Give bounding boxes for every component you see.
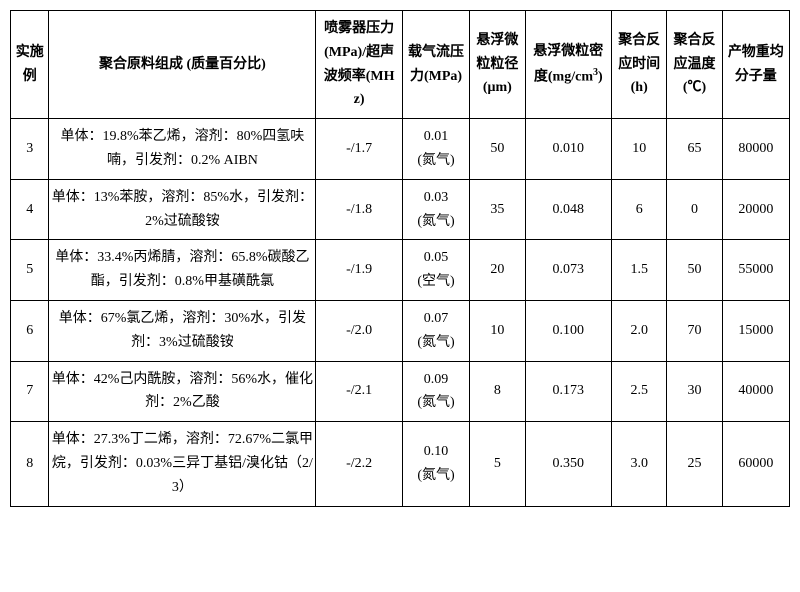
header-row: 实施例 聚合原料组成 (质量百分比) 喷雾器压力(MPa)/超声波频率(MHz)… [11, 11, 790, 119]
header-reaction-time: 聚合反应时间(h) [612, 11, 667, 119]
cell-example-id: 6 [11, 300, 49, 361]
cell-composition: 单体：19.8%苯乙烯，溶剂：80%四氢呋喃，引发剂：0.2% AIBN [49, 119, 316, 180]
cell-particle-density: 0.073 [525, 240, 612, 301]
header-gas-pressure: 载气流压力(MPa) [402, 11, 469, 119]
header-composition: 聚合原料组成 (质量百分比) [49, 11, 316, 119]
cell-reaction-time: 2.0 [612, 300, 667, 361]
header-example-id: 实施例 [11, 11, 49, 119]
table-row: 5单体：33.4%丙烯腈，溶剂：65.8%碳酸乙酯，引发剂：0.8%甲基磺酰氯-… [11, 240, 790, 301]
cell-particle-density: 0.048 [525, 179, 612, 240]
header-particle-diam: 悬浮微粒粒径(μm) [470, 11, 525, 119]
table-body: 3单体：19.8%苯乙烯，溶剂：80%四氢呋喃，引发剂：0.2% AIBN-/1… [11, 119, 790, 506]
cell-particle-diam: 8 [470, 361, 525, 422]
cell-particle-diam: 20 [470, 240, 525, 301]
cell-reaction-temp: 25 [667, 422, 722, 506]
cell-reaction-temp: 30 [667, 361, 722, 422]
cell-example-id: 5 [11, 240, 49, 301]
cell-pressure-freq: -/2.2 [316, 422, 403, 506]
cell-mol-weight: 60000 [722, 422, 789, 506]
cell-gas-pressure: 0.10(氮气) [402, 422, 469, 506]
cell-composition: 单体：42%己内酰胺，溶剂：56%水，催化剂：2%乙酸 [49, 361, 316, 422]
cell-example-id: 7 [11, 361, 49, 422]
cell-mol-weight: 80000 [722, 119, 789, 180]
data-table: 实施例 聚合原料组成 (质量百分比) 喷雾器压力(MPa)/超声波频率(MHz)… [10, 10, 790, 507]
cell-particle-diam: 10 [470, 300, 525, 361]
cell-particle-density: 0.100 [525, 300, 612, 361]
header-mol-weight: 产物重均分子量 [722, 11, 789, 119]
cell-reaction-time: 1.5 [612, 240, 667, 301]
cell-reaction-temp: 65 [667, 119, 722, 180]
cell-gas-pressure: 0.03(氮气) [402, 179, 469, 240]
cell-composition: 单体：13%苯胺，溶剂：85%水，引发剂：2%过硫酸铵 [49, 179, 316, 240]
cell-mol-weight: 55000 [722, 240, 789, 301]
cell-mol-weight: 20000 [722, 179, 789, 240]
cell-gas-pressure: 0.09(氮气) [402, 361, 469, 422]
cell-composition: 单体：27.3%丁二烯，溶剂：72.67%二氯甲烷，引发剂：0.03%三异丁基铝… [49, 422, 316, 506]
cell-gas-pressure: 0.07(氮气) [402, 300, 469, 361]
header-particle-density: 悬浮微粒密度(mg/cm3) [525, 11, 612, 119]
cell-mol-weight: 15000 [722, 300, 789, 361]
cell-particle-diam: 50 [470, 119, 525, 180]
header-pressure-freq: 喷雾器压力(MPa)/超声波频率(MHz) [316, 11, 403, 119]
cell-particle-density: 0.173 [525, 361, 612, 422]
cell-reaction-temp: 70 [667, 300, 722, 361]
cell-pressure-freq: -/2.1 [316, 361, 403, 422]
table-row: 3单体：19.8%苯乙烯，溶剂：80%四氢呋喃，引发剂：0.2% AIBN-/1… [11, 119, 790, 180]
cell-composition: 单体：67%氯乙烯，溶剂：30%水，引发剂：3%过硫酸铵 [49, 300, 316, 361]
cell-example-id: 4 [11, 179, 49, 240]
cell-pressure-freq: -/1.7 [316, 119, 403, 180]
cell-reaction-time: 6 [612, 179, 667, 240]
cell-example-id: 3 [11, 119, 49, 180]
cell-reaction-time: 3.0 [612, 422, 667, 506]
cell-particle-diam: 5 [470, 422, 525, 506]
cell-pressure-freq: -/2.0 [316, 300, 403, 361]
table-row: 7单体：42%己内酰胺，溶剂：56%水，催化剂：2%乙酸-/2.10.09(氮气… [11, 361, 790, 422]
cell-particle-diam: 35 [470, 179, 525, 240]
header-reaction-temp: 聚合反应温度(℃) [667, 11, 722, 119]
cell-composition: 单体：33.4%丙烯腈，溶剂：65.8%碳酸乙酯，引发剂：0.8%甲基磺酰氯 [49, 240, 316, 301]
cell-reaction-time: 10 [612, 119, 667, 180]
cell-particle-density: 0.010 [525, 119, 612, 180]
cell-particle-density: 0.350 [525, 422, 612, 506]
cell-pressure-freq: -/1.9 [316, 240, 403, 301]
cell-gas-pressure: 0.01(氮气) [402, 119, 469, 180]
cell-pressure-freq: -/1.8 [316, 179, 403, 240]
table-row: 6单体：67%氯乙烯，溶剂：30%水，引发剂：3%过硫酸铵-/2.00.07(氮… [11, 300, 790, 361]
cell-reaction-temp: 50 [667, 240, 722, 301]
table-row: 4单体：13%苯胺，溶剂：85%水，引发剂：2%过硫酸铵-/1.80.03(氮气… [11, 179, 790, 240]
cell-gas-pressure: 0.05(空气) [402, 240, 469, 301]
cell-reaction-temp: 0 [667, 179, 722, 240]
cell-example-id: 8 [11, 422, 49, 506]
cell-mol-weight: 40000 [722, 361, 789, 422]
table-row: 8单体：27.3%丁二烯，溶剂：72.67%二氯甲烷，引发剂：0.03%三异丁基… [11, 422, 790, 506]
cell-reaction-time: 2.5 [612, 361, 667, 422]
